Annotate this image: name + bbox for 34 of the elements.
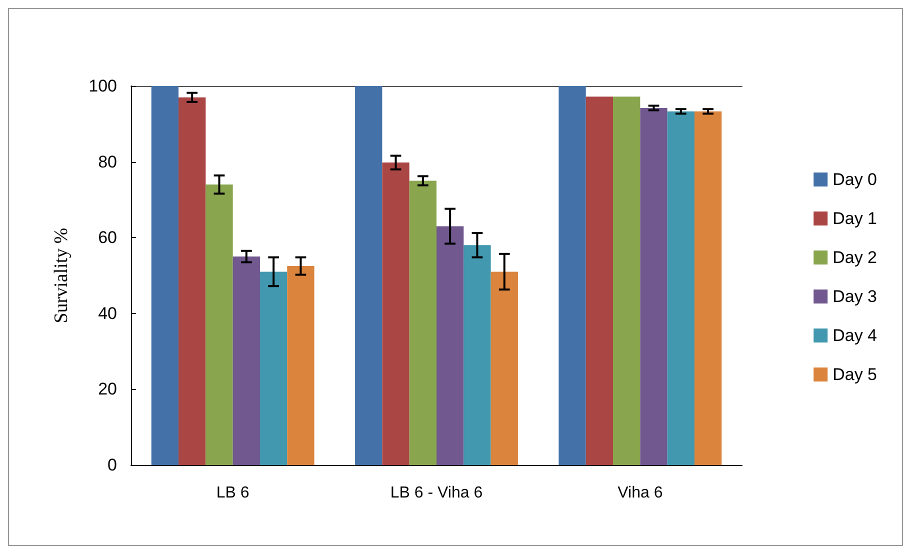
y-tick-label: 80 [98, 152, 117, 172]
bar [613, 96, 640, 465]
bar [355, 86, 382, 465]
legend-label: Day 1 [832, 209, 878, 228]
y-tick-label: 60 [98, 228, 117, 248]
legend-label: Day 4 [832, 326, 878, 345]
y-tick-label: 40 [98, 304, 117, 323]
bar [409, 180, 436, 465]
bar [464, 245, 491, 465]
bar [260, 272, 288, 465]
legend-label: Day 0 [832, 170, 878, 189]
x-tick-label: LB 6 [216, 484, 250, 502]
bar [436, 226, 464, 465]
legend-label: Day 3 [832, 287, 878, 306]
bar [232, 256, 260, 465]
bar [490, 272, 518, 465]
bar [382, 162, 410, 465]
bar [667, 111, 694, 465]
bar [586, 96, 614, 465]
y-tick-label: 0 [108, 456, 117, 474]
bar [178, 97, 206, 465]
x-tick-label: Viha 6 [618, 484, 663, 502]
legend-label: Day 2 [832, 248, 878, 267]
bar [151, 86, 179, 465]
y-tick-label: 20 [98, 380, 117, 399]
bar [694, 111, 722, 465]
x-tick-label: LB 6 - Viha 6 [390, 484, 483, 502]
y-axis-title: Surviality % [51, 228, 72, 324]
y-tick-label: 100 [88, 76, 117, 96]
bar [206, 184, 233, 465]
bar [558, 86, 586, 465]
legend-label: Day 5 [832, 365, 878, 384]
bar [287, 266, 314, 465]
bar [640, 108, 668, 465]
